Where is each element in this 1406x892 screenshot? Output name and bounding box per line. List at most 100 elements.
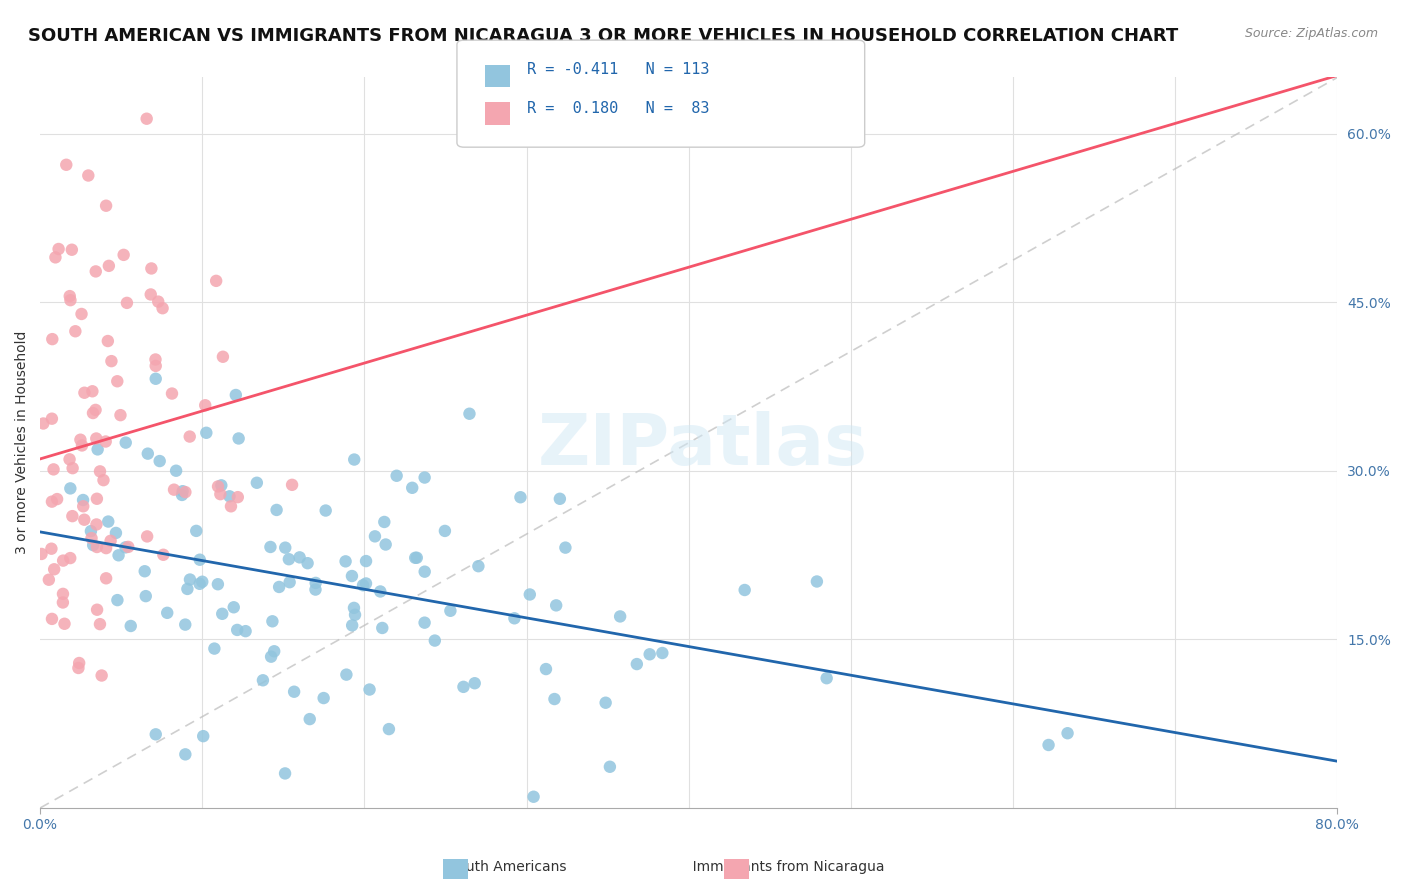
Immigrants from Nicaragua xyxy=(148,294,170,309)
South Americans xyxy=(246,475,269,490)
South Americans xyxy=(277,552,299,566)
South Americans xyxy=(340,569,363,583)
Immigrants from Nicaragua xyxy=(212,350,235,364)
South Americans xyxy=(226,623,249,637)
Immigrants from Nicaragua xyxy=(97,334,120,348)
Immigrants from Nicaragua xyxy=(135,112,157,126)
Immigrants from Nicaragua xyxy=(226,490,249,504)
South Americans xyxy=(335,667,357,681)
South Americans xyxy=(503,611,526,625)
South Americans xyxy=(174,617,197,632)
South Americans xyxy=(266,503,288,517)
South Americans xyxy=(548,491,571,506)
South Americans xyxy=(439,604,461,618)
Immigrants from Nicaragua xyxy=(94,199,117,213)
South Americans xyxy=(401,481,423,495)
Immigrants from Nicaragua xyxy=(84,403,107,417)
South Americans xyxy=(188,577,211,591)
Text: Source: ZipAtlas.com: Source: ZipAtlas.com xyxy=(1244,27,1378,40)
South Americans xyxy=(343,600,366,615)
South Americans xyxy=(269,580,291,594)
South Americans xyxy=(149,454,172,468)
South Americans xyxy=(433,524,456,538)
South Americans xyxy=(222,600,245,615)
South Americans xyxy=(467,559,489,574)
South Americans xyxy=(815,671,838,685)
South Americans xyxy=(179,573,201,587)
South Americans xyxy=(82,538,104,552)
South Americans xyxy=(519,587,541,601)
South Americans xyxy=(423,633,446,648)
South Americans xyxy=(225,388,247,402)
Immigrants from Nicaragua xyxy=(52,587,75,601)
Immigrants from Nicaragua xyxy=(70,307,93,321)
South Americans xyxy=(638,648,661,662)
Immigrants from Nicaragua xyxy=(59,289,82,303)
Immigrants from Nicaragua xyxy=(90,668,112,682)
South Americans xyxy=(278,575,301,590)
Immigrants from Nicaragua xyxy=(110,408,132,422)
Immigrants from Nicaragua xyxy=(94,434,117,449)
Immigrants from Nicaragua xyxy=(145,359,167,373)
Immigrants from Nicaragua xyxy=(38,573,60,587)
South Americans xyxy=(554,541,576,555)
Immigrants from Nicaragua xyxy=(194,398,217,412)
South Americans xyxy=(304,582,326,597)
Immigrants from Nicaragua xyxy=(179,429,201,443)
Immigrants from Nicaragua xyxy=(160,386,183,401)
South Americans xyxy=(97,515,120,529)
South Americans xyxy=(288,550,311,565)
Immigrants from Nicaragua xyxy=(44,251,66,265)
Immigrants from Nicaragua xyxy=(41,612,63,626)
Text: South Americans: South Americans xyxy=(418,860,567,874)
Immigrants from Nicaragua xyxy=(209,487,232,501)
South Americans xyxy=(626,657,648,671)
South Americans xyxy=(193,729,215,743)
Immigrants from Nicaragua xyxy=(105,374,128,388)
South Americans xyxy=(354,554,377,568)
South Americans xyxy=(374,537,396,551)
South Americans xyxy=(174,747,197,762)
South Americans xyxy=(186,524,208,538)
South Americans xyxy=(413,615,436,630)
South Americans xyxy=(368,584,391,599)
South Americans xyxy=(543,692,565,706)
Text: R =  0.180   N =  83: R = 0.180 N = 83 xyxy=(527,102,710,116)
South Americans xyxy=(274,766,297,780)
Immigrants from Nicaragua xyxy=(52,595,75,609)
South Americans xyxy=(364,529,387,543)
Immigrants from Nicaragua xyxy=(94,571,117,585)
South Americans xyxy=(734,582,756,597)
Immigrants from Nicaragua xyxy=(145,352,167,367)
Immigrants from Nicaragua xyxy=(207,479,229,493)
Immigrants from Nicaragua xyxy=(86,603,108,617)
Immigrants from Nicaragua xyxy=(41,541,63,556)
Immigrants from Nicaragua xyxy=(152,301,174,316)
Immigrants from Nicaragua xyxy=(46,492,69,507)
Immigrants from Nicaragua xyxy=(53,616,76,631)
Immigrants from Nicaragua xyxy=(67,661,90,675)
Immigrants from Nicaragua xyxy=(84,432,107,446)
South Americans xyxy=(145,727,167,741)
South Americans xyxy=(228,432,250,446)
South Americans xyxy=(176,582,198,596)
South Americans xyxy=(165,464,187,478)
South Americans xyxy=(312,691,335,706)
South Americans xyxy=(373,515,395,529)
South Americans xyxy=(209,478,232,492)
Immigrants from Nicaragua xyxy=(41,332,63,346)
South Americans xyxy=(413,565,436,579)
Immigrants from Nicaragua xyxy=(32,417,55,431)
South Americans xyxy=(207,577,229,591)
South Americans xyxy=(252,673,274,688)
South Americans xyxy=(344,607,367,622)
South Americans xyxy=(120,619,142,633)
Immigrants from Nicaragua xyxy=(31,547,53,561)
Immigrants from Nicaragua xyxy=(65,324,87,338)
South Americans xyxy=(371,621,394,635)
South Americans xyxy=(509,490,531,504)
Immigrants from Nicaragua xyxy=(52,553,75,567)
Immigrants from Nicaragua xyxy=(141,261,163,276)
South Americans xyxy=(134,564,156,578)
South Americans xyxy=(335,554,357,568)
